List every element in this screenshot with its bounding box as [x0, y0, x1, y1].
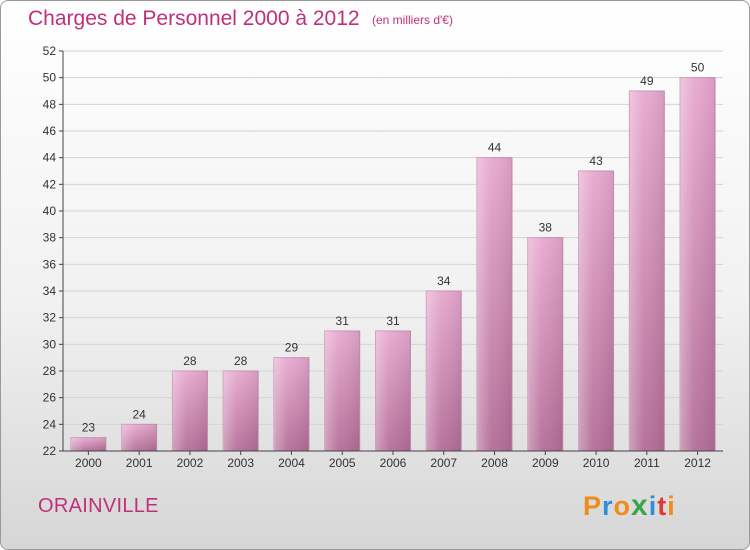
x-tick-label: 2009: [532, 456, 559, 470]
value-label: 34: [437, 274, 451, 288]
logo-letter: P: [583, 491, 603, 521]
y-tick-label: 44: [43, 151, 57, 165]
x-tick-label: 2011: [634, 456, 660, 470]
bar-shine: [70, 437, 106, 451]
bar-shine: [324, 331, 360, 451]
value-label: 38: [539, 221, 553, 235]
value-label: 31: [336, 314, 350, 328]
logo-letter: i: [667, 491, 676, 521]
logo-letter: r: [602, 491, 614, 521]
y-tick-label: 42: [43, 177, 57, 191]
x-tick-label: 2001: [126, 456, 153, 470]
x-tick-label: 2008: [481, 456, 508, 470]
value-label: 31: [386, 314, 400, 328]
y-tick-label: 34: [43, 284, 57, 298]
y-tick-label: 46: [43, 124, 57, 138]
bar-shine: [121, 424, 157, 451]
bar-shine: [477, 157, 513, 451]
value-label: 49: [640, 74, 654, 88]
proxiti-logo[interactable]: Proxiti: [583, 489, 676, 523]
value-label: 29: [285, 341, 299, 355]
bar-shine: [223, 371, 259, 451]
logo-letter: x: [631, 489, 649, 522]
y-tick-label: 36: [43, 257, 57, 271]
x-tick-label: 2000: [75, 456, 102, 470]
bar-shine: [629, 91, 665, 451]
y-tick-label: 52: [43, 44, 57, 58]
y-tick-label: 24: [43, 417, 57, 431]
y-tick-label: 48: [43, 97, 57, 111]
value-label: 24: [132, 407, 146, 421]
logo-letter: o: [613, 491, 632, 521]
chart-title: Charges de Personnel 2000 à 2012: [28, 7, 360, 30]
y-tick-label: 32: [43, 311, 57, 325]
y-tick-label: 50: [43, 71, 57, 85]
logo-letter: t: [657, 491, 668, 521]
y-tick-label: 28: [43, 364, 57, 378]
y-tick-label: 26: [43, 391, 57, 405]
x-tick-label: 2005: [329, 456, 356, 470]
y-tick-label: 22: [43, 444, 57, 458]
logo-letter: i: [648, 491, 658, 521]
bar-shine: [375, 331, 411, 451]
bar-shine: [426, 291, 462, 451]
value-label: 28: [234, 354, 248, 368]
value-label: 28: [183, 354, 197, 368]
x-tick-label: 2007: [430, 456, 457, 470]
x-tick-label: 2010: [583, 456, 610, 470]
y-tick-label: 38: [43, 231, 57, 245]
value-label: 50: [691, 61, 705, 75]
value-label: 44: [488, 141, 502, 155]
x-tick-label: 2003: [227, 456, 254, 470]
x-tick-label: 2006: [380, 456, 407, 470]
y-tick-label: 40: [43, 204, 57, 218]
y-tick-label: 30: [43, 337, 57, 351]
bar-shine: [578, 171, 614, 451]
x-tick-label: 2012: [684, 456, 711, 470]
bar-shine: [273, 357, 309, 451]
value-label: 23: [82, 421, 96, 435]
x-tick-label: 2004: [278, 456, 305, 470]
x-tick-label: 2002: [177, 456, 204, 470]
bar-shine: [172, 371, 208, 451]
value-label: 43: [589, 154, 603, 168]
commune-name: ORAINVILLE: [38, 495, 159, 517]
bar-shine: [527, 237, 563, 451]
bar-shine: [680, 77, 716, 452]
chart-subtitle: (en milliers d'€): [372, 13, 453, 27]
